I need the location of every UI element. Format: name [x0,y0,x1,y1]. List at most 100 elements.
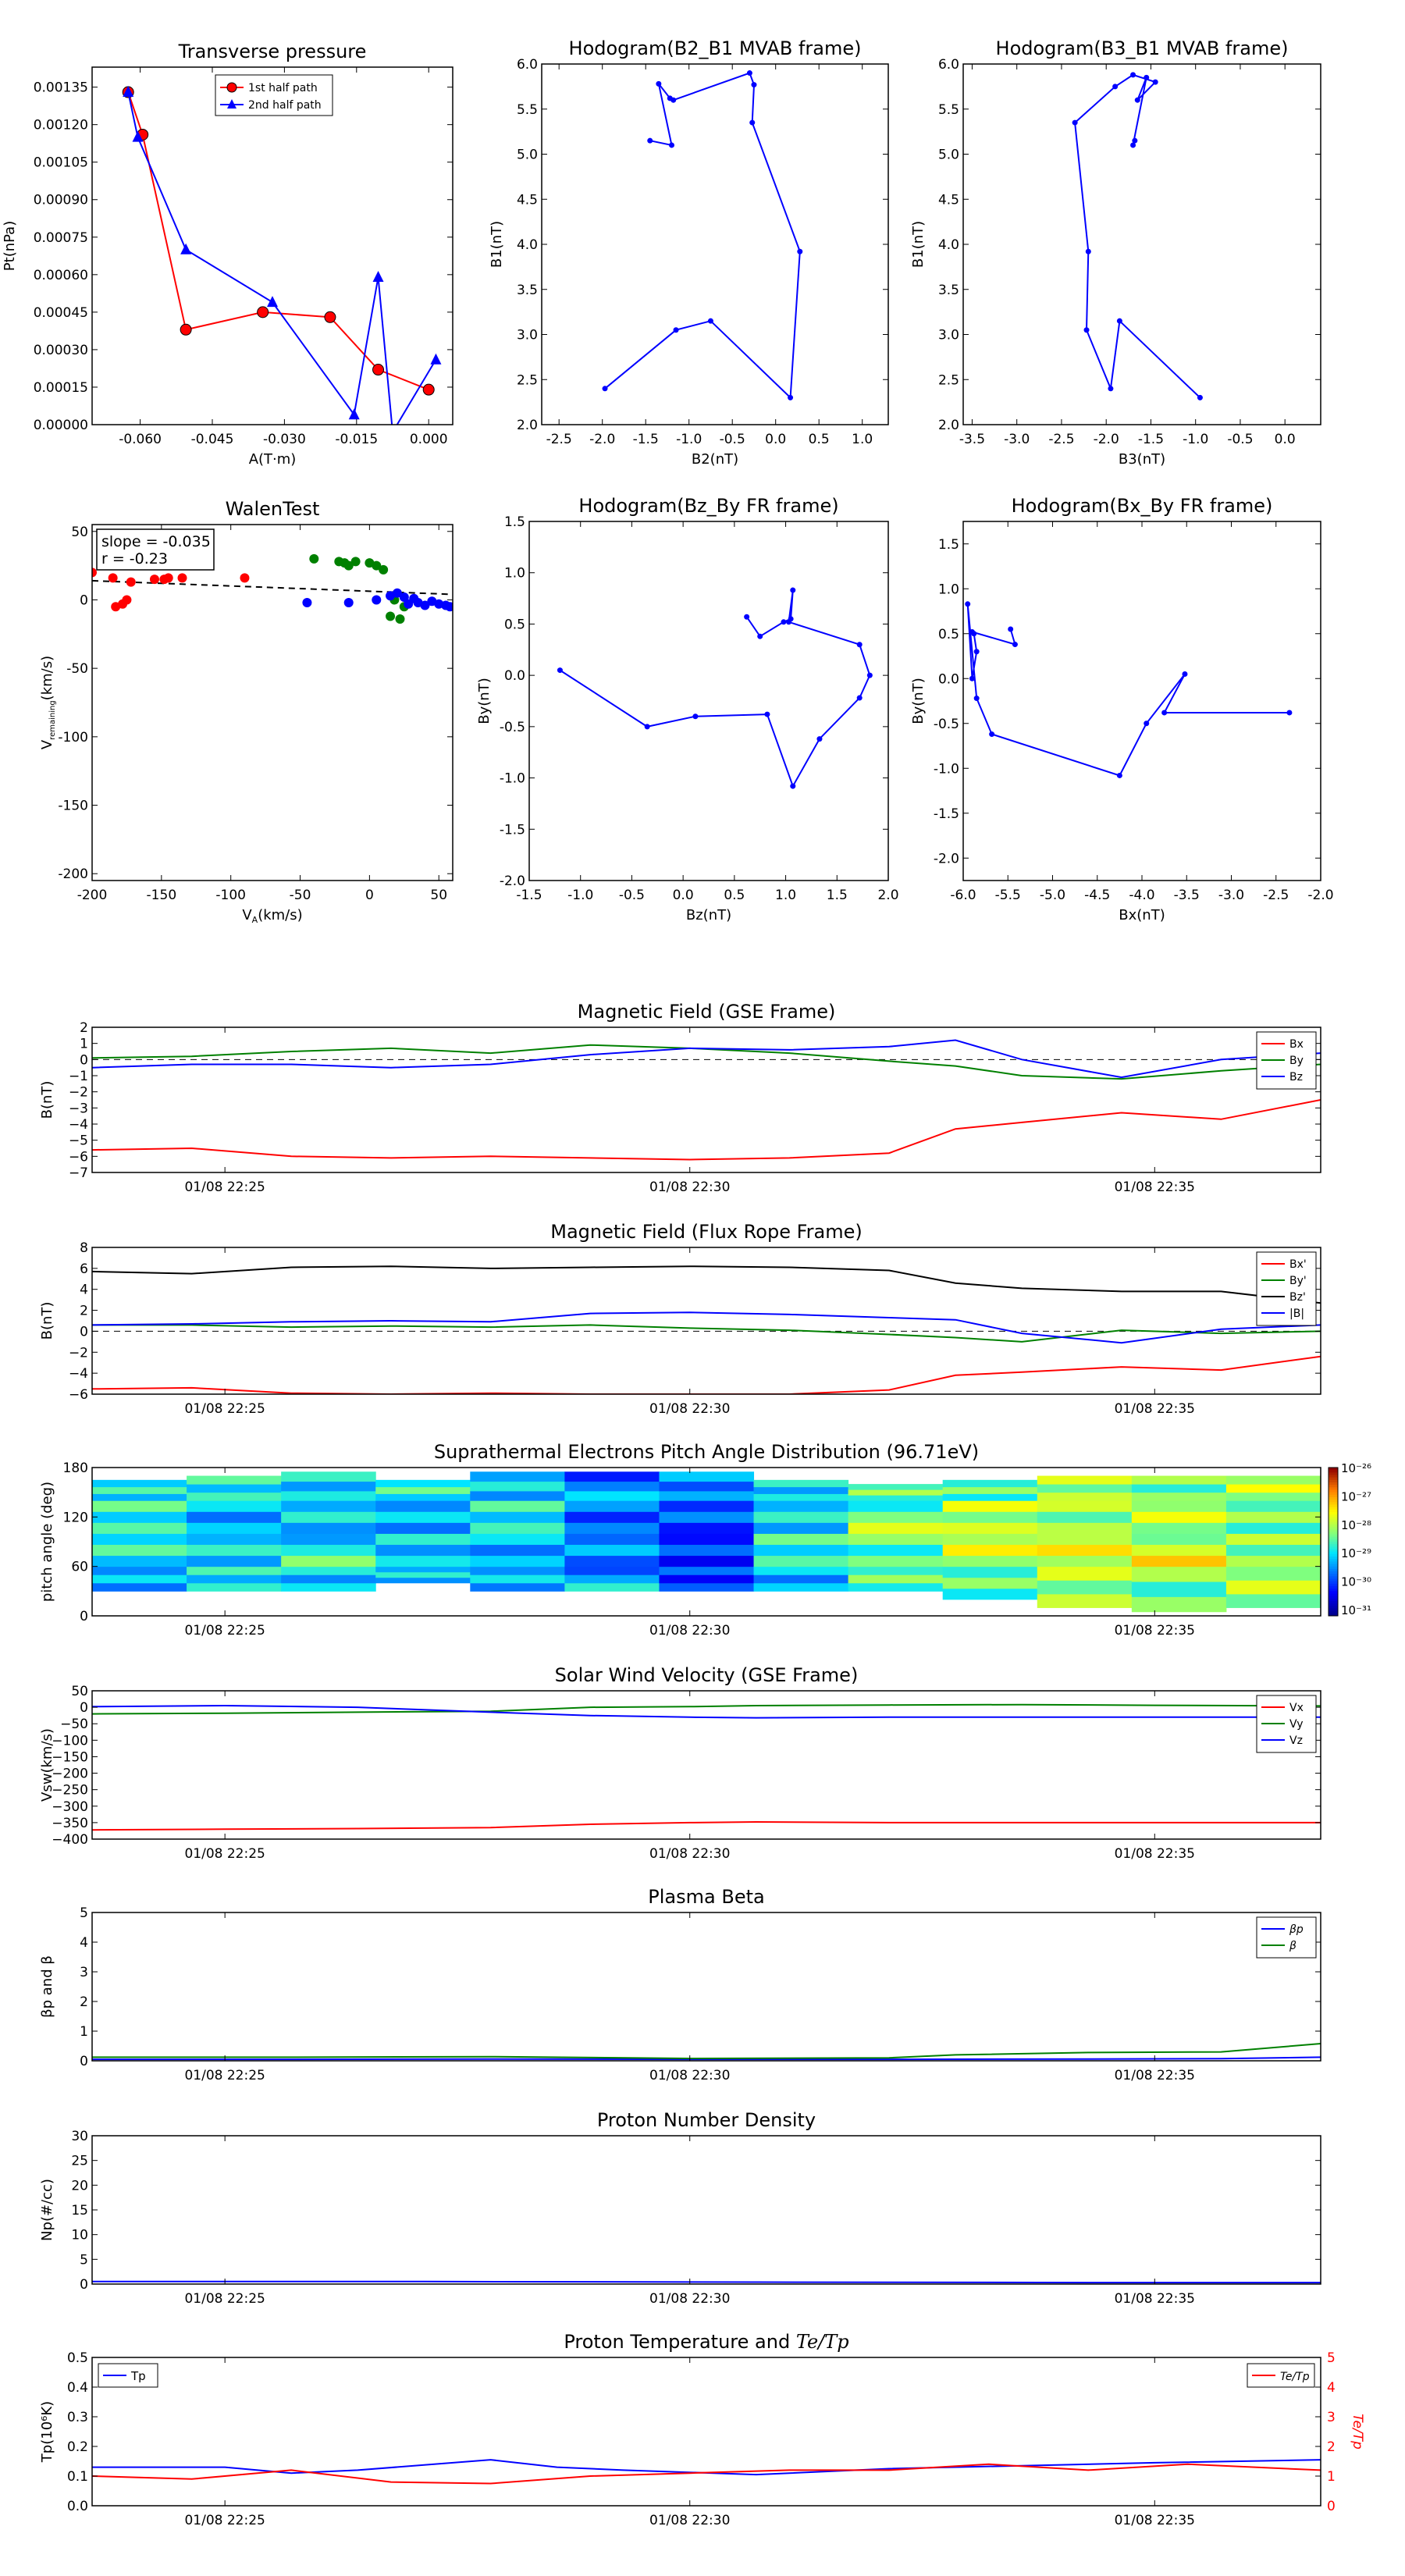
data-point [1130,142,1136,148]
colorbar-segment [1329,1591,1338,1594]
y-tick-label: 0.5 [67,2350,88,2366]
y-tick-label: 6 [80,1261,88,1277]
x-tick-label: -5.5 [995,888,1021,903]
plot-area [1072,72,1203,400]
x-tick-label: -150 [147,888,177,903]
heatmap-cell [1225,1555,1321,1567]
data-point [392,588,402,598]
y-tick-label: −3 [69,1101,88,1116]
heatmap-cell [375,1544,471,1557]
y-axis-label: βp and β [39,1955,55,2018]
x-tick-label: -1.5 [633,432,659,447]
heatmap-cell [92,1500,187,1512]
y-tick-label: 4.5 [938,192,959,208]
x-tick-label: 01/08 22:30 [649,1179,730,1195]
data-point [434,599,444,609]
y-tick-label: -2.0 [934,851,959,866]
heatmap-cell [187,1533,282,1546]
data-point [177,573,187,583]
series-line-Vy [92,1703,1321,1715]
chart-title: WalenTest [226,498,320,520]
y-tick-label: −300 [52,1799,88,1815]
plot-area [92,1265,1321,1394]
data-point [856,642,863,648]
x-tick-label: 01/08 22:30 [649,1846,730,1862]
heatmap-cell [1037,1566,1133,1581]
colorbar-segment [1329,1551,1338,1555]
x-tick-label: -3.5 [1174,888,1200,903]
colorbar-segment [1329,1553,1338,1557]
colorbar-segment [1329,1524,1338,1528]
heatmap-cell [375,1571,471,1578]
y-tick-label: -200 [58,866,88,882]
colorbar-segment [1329,1598,1338,1602]
data-point [420,600,430,610]
series-line-Vx [92,1820,1321,1831]
x-tick-label: 1.5 [827,888,848,903]
x-axis-label: VA(km/s) [242,907,302,925]
heatmap-cell [1225,1492,1321,1501]
heatmap-cell [92,1486,187,1494]
y-tick-label: 6.0 [938,57,959,73]
heatmap-cell [942,1566,1038,1578]
colorbar-label: 10⁻²⁶ [1341,1461,1371,1475]
y-tick-label: −5 [69,1133,88,1149]
data-point [372,595,382,605]
chart-title: Solar Wind Velocity (GSE Frame) [555,1664,859,1686]
colorbar-segment [1329,1586,1338,1589]
data-point [989,731,995,738]
heatmap-cell [564,1574,660,1584]
plot-frame [91,1026,1321,1173]
heatmap-cell [1131,1533,1227,1546]
y-tick-label: 5 [80,2252,88,2268]
heatmap-cell [1225,1580,1321,1595]
y-tick-label: 0 [80,1324,88,1340]
heatmap-cell [375,1511,471,1523]
colorbar-segment [1329,1576,1338,1579]
heatmap-cell [942,1493,1038,1501]
y-tick-label: 0.3 [67,2410,88,2425]
heatmap-cell [753,1533,849,1546]
heatmap-cell [1037,1544,1133,1557]
y-axis-label: B1(nT) [489,221,505,268]
legend-label: Tp [130,2369,146,2383]
colorbar-segment [1329,1542,1338,1545]
heatmap-cell [470,1582,565,1592]
x-tick-label: 01/08 22:30 [649,2068,730,2083]
legend-marker [227,99,237,109]
y-tick-label: 4 [80,1935,88,1951]
y-tick-label: -100 [58,730,88,745]
heatmap-cell [1037,1533,1133,1546]
y-tick-label: 1.5 [938,537,959,553]
y-tick-label: 0.1 [67,2469,88,2485]
y-axis-label: By(nT) [476,678,493,724]
y-tick-label: 2 [80,1994,88,2010]
x-axis-label: A(T·m) [249,451,297,468]
heatmap-cell [187,1484,282,1493]
legend-label: 1st half path [248,82,318,94]
y-tick-label: 0 [80,1052,88,1068]
y-tick-label: 1.0 [504,566,525,582]
heatmap-cell [942,1522,1038,1534]
data-point [1197,394,1203,400]
y-tick-label: 0.5 [504,617,525,632]
heatmap-cell [187,1574,282,1584]
y-tick-label: 20 [71,2178,88,2194]
heatmap-cell [1037,1593,1133,1608]
y-tick-label: 0.00060 [34,268,88,283]
heatmap-cell [375,1486,471,1494]
y-tick-label: 4 [80,1283,88,1298]
y-tick-label: −50 [60,1717,88,1732]
y-tick-label: 4.0 [517,237,538,253]
data-point [257,306,269,318]
heatmap-cell [942,1544,1038,1557]
series-line-Tp [92,2459,1321,2476]
chart-pad: Suprathermal Electrons Pitch Angle Distr… [39,1441,1371,1638]
heatmap-cell [564,1555,660,1567]
colorbar-segment [1329,1479,1338,1483]
annotation-box [96,528,215,571]
y-axis-label: Pt(nPa) [2,221,18,271]
plot-area [92,2459,1321,2485]
y-tick-label: 25 [71,2154,88,2169]
data-point [132,130,144,142]
